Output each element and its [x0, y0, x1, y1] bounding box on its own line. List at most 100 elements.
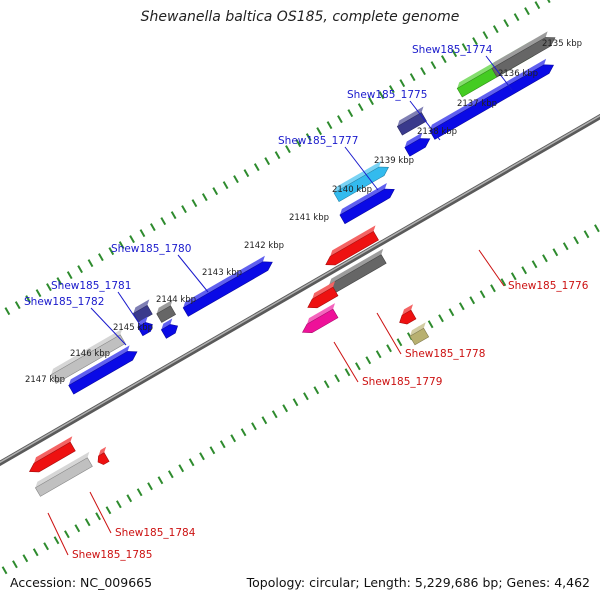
scale-tick: [490, 284, 496, 293]
scale-tick: [552, 248, 559, 257]
scale-tick: [399, 79, 406, 88]
scale-tick: [438, 314, 444, 323]
scale-tick: [261, 416, 268, 425]
scale-tick: [95, 512, 101, 521]
scale-tick: [368, 97, 374, 106]
scale-label: 2142 kbp: [244, 241, 284, 251]
gene-shew185-1782: [51, 328, 123, 375]
scale-tick: [201, 193, 208, 202]
gene-shew185-1782: [50, 334, 126, 384]
gene-feature-blue: [404, 138, 431, 157]
gene-shew185-1780: [182, 261, 273, 317]
scale-tick: [472, 37, 478, 46]
scale-tick: [25, 295, 32, 304]
scale-tick: [347, 109, 354, 118]
scale-tick: [448, 308, 455, 317]
gene-shew185-1784: [29, 441, 76, 473]
gene-label-shew185-1785: Shew185_1785: [72, 549, 152, 561]
scale-tick: [1, 566, 8, 575]
scale-tick: [323, 380, 330, 389]
scale-tick: [503, 19, 510, 28]
scale-tick: [573, 236, 579, 245]
scale-tick: [129, 235, 135, 244]
scale-tick: [562, 242, 569, 251]
gene-label-shew185-1785-leader: [47, 512, 69, 556]
scale-label: 2136 kbp: [498, 69, 538, 79]
gene-feature-blue: [429, 58, 547, 131]
scale-tick: [149, 223, 156, 232]
scale-tick: [378, 91, 385, 100]
gene-label-shew185-1778-leader: [376, 312, 402, 355]
scale-tick: [212, 187, 219, 196]
scale-tick: [292, 398, 299, 407]
scale-tick: [513, 13, 520, 22]
scale-label: 2145 kbp: [113, 323, 153, 333]
scale-tick: [357, 103, 364, 112]
scale-tick: [285, 145, 291, 154]
gene-shew185-1777: [334, 161, 382, 193]
scale-tick: [178, 464, 185, 473]
gene-label-shew185-1782-leader: [90, 307, 127, 346]
gene-shew185-1779: [307, 303, 335, 325]
gene-label-shew185-1776-leader: [478, 249, 505, 287]
gene-feature-red: [307, 286, 339, 309]
scale-tick: [264, 157, 271, 166]
gene-label-shew185-1780: Shew185_1780: [111, 243, 191, 255]
scale-tick: [233, 175, 239, 184]
scale-tick: [534, 1, 541, 10]
scale-tick: [334, 374, 340, 383]
gene-feature-blue: [161, 318, 173, 330]
scale-tick: [583, 230, 590, 239]
gene-label-shew185-1777: Shew185_1777: [278, 135, 358, 147]
gene-feature-blue: [339, 188, 395, 225]
gene-shew185-1777: [333, 166, 389, 203]
gene-shew185-1780: [183, 255, 265, 308]
scale-label: 2135 kbp: [542, 39, 582, 49]
gene-label-shew185-1784-leader: [89, 491, 112, 534]
scale-tick: [108, 247, 115, 256]
gene-feature-blue: [429, 64, 554, 140]
gene-feature-gray: [491, 37, 556, 78]
scale-label: 2147 kbp: [25, 375, 65, 385]
gene-shew185-1778: [329, 248, 384, 285]
scale-tick: [344, 368, 351, 377]
scale-tick: [46, 283, 52, 292]
scale-tick: [420, 67, 426, 76]
scale-tick: [479, 290, 486, 299]
scale-tick: [167, 470, 174, 479]
accession-text: Accession: NC_009665: [10, 575, 153, 590]
scale-tick: [282, 404, 289, 413]
gene-shew185-1775: [397, 106, 424, 127]
scale-tick: [84, 518, 91, 527]
scale-tick: [521, 266, 528, 275]
scale-tick: [251, 422, 257, 431]
scale-tick: [105, 506, 112, 515]
scale-tick: [469, 296, 476, 305]
gene-feature-red: [312, 281, 335, 300]
scale-tick: [313, 386, 320, 395]
gene-feature-blue: [339, 183, 387, 215]
scale-tick: [116, 500, 122, 509]
scale-tick: [451, 49, 458, 58]
gene-label-shew185-1784: Shew185_1784: [115, 527, 196, 539]
scale-tick: [500, 278, 507, 287]
scale-tick: [22, 554, 29, 563]
scale-tick: [64, 530, 70, 539]
gene-feature-blue: [160, 324, 178, 339]
scale-tick: [531, 260, 538, 269]
scale-tick: [181, 205, 187, 214]
scale-tick: [66, 271, 73, 280]
scale-tick: [240, 428, 247, 437]
scale-label: 2144 kbp: [156, 295, 196, 305]
scale-tick: [98, 253, 104, 262]
gene-label-shew185-1781-leader: [117, 291, 146, 333]
gene-feature-blue: [137, 322, 153, 337]
gene-shew185-1775: [396, 112, 427, 136]
scale-tick: [303, 392, 309, 401]
scale-tick: [594, 224, 600, 233]
scale-tick: [524, 7, 530, 16]
scale-tick: [492, 25, 499, 34]
scale-tick: [389, 85, 395, 94]
gene-feature-gray: [491, 31, 548, 69]
gene-feature-gray: [156, 305, 177, 323]
